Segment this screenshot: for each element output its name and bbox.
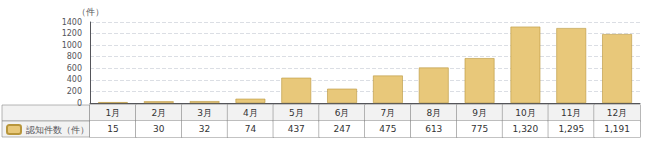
svg-text:11月: 11月 — [561, 108, 581, 118]
svg-text:12月: 12月 — [607, 108, 627, 118]
svg-text:1,320: 1,320 — [513, 124, 539, 134]
svg-text:74: 74 — [245, 124, 257, 134]
svg-text:800: 800 — [67, 52, 82, 61]
svg-text:30: 30 — [153, 124, 165, 134]
svg-text:1200: 1200 — [62, 29, 82, 38]
svg-text:1月: 1月 — [106, 108, 121, 118]
svg-text:認知件数（件）: 認知件数（件） — [26, 125, 89, 135]
svg-text:7月: 7月 — [381, 108, 396, 118]
svg-text:437: 437 — [288, 124, 305, 134]
svg-text:1,295: 1,295 — [558, 124, 584, 134]
svg-text:6月: 6月 — [335, 108, 350, 118]
svg-text:200: 200 — [67, 87, 82, 96]
svg-text:1,191: 1,191 — [604, 124, 630, 134]
svg-text:2月: 2月 — [151, 108, 166, 118]
svg-text:1400: 1400 — [62, 18, 82, 27]
svg-text:0: 0 — [77, 99, 82, 108]
svg-text:613: 613 — [425, 124, 442, 134]
svg-text:600: 600 — [67, 64, 82, 73]
svg-text:8月: 8月 — [426, 108, 441, 118]
svg-text:5月: 5月 — [289, 108, 304, 118]
svg-text:775: 775 — [471, 124, 488, 134]
svg-text:32: 32 — [199, 124, 210, 134]
svg-text:475: 475 — [379, 124, 396, 134]
svg-text:9月: 9月 — [472, 108, 487, 118]
svg-text:3月: 3月 — [197, 108, 212, 118]
svg-text:（件）: （件） — [77, 7, 104, 17]
svg-text:1000: 1000 — [62, 41, 82, 50]
svg-text:15: 15 — [107, 124, 118, 134]
svg-text:4月: 4月 — [243, 108, 258, 118]
svg-text:247: 247 — [333, 124, 350, 134]
svg-text:10月: 10月 — [515, 108, 535, 118]
svg-text:400: 400 — [67, 75, 82, 84]
